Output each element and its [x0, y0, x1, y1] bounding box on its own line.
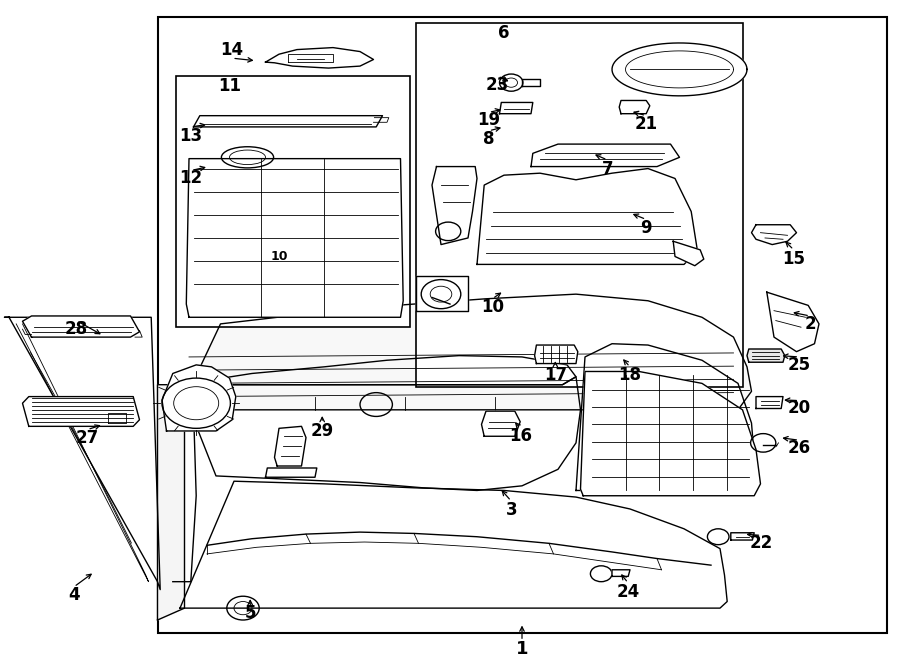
Text: 16: 16 — [508, 427, 532, 446]
Polygon shape — [535, 345, 578, 364]
Polygon shape — [180, 377, 580, 490]
Text: 22: 22 — [750, 534, 773, 553]
Polygon shape — [731, 533, 754, 540]
Text: 10: 10 — [270, 250, 288, 263]
Text: 3: 3 — [506, 501, 517, 520]
Text: 11: 11 — [218, 77, 241, 95]
Polygon shape — [612, 43, 747, 96]
Bar — [176, 76, 410, 327]
Polygon shape — [266, 48, 374, 68]
Text: 25: 25 — [788, 356, 811, 374]
Polygon shape — [522, 79, 540, 86]
Text: 14: 14 — [220, 40, 244, 59]
Text: 9: 9 — [641, 219, 652, 237]
Text: 17: 17 — [544, 366, 567, 385]
Polygon shape — [416, 276, 468, 311]
Polygon shape — [756, 397, 783, 408]
Polygon shape — [22, 316, 140, 337]
Text: 1: 1 — [516, 640, 528, 658]
Polygon shape — [186, 159, 403, 317]
Text: 20: 20 — [788, 399, 811, 418]
Polygon shape — [752, 225, 796, 245]
Text: 5: 5 — [245, 604, 256, 623]
Text: 23: 23 — [486, 75, 509, 94]
Polygon shape — [432, 167, 477, 245]
Polygon shape — [482, 411, 520, 436]
Text: 7: 7 — [602, 159, 613, 178]
Polygon shape — [747, 349, 785, 362]
Polygon shape — [194, 116, 382, 127]
Text: 24: 24 — [616, 582, 640, 601]
Polygon shape — [180, 356, 576, 385]
Polygon shape — [767, 292, 819, 352]
Polygon shape — [22, 397, 140, 426]
Text: 4: 4 — [68, 586, 79, 604]
Polygon shape — [180, 294, 752, 410]
Polygon shape — [673, 241, 704, 266]
Polygon shape — [619, 100, 650, 114]
Text: 27: 27 — [76, 428, 99, 447]
Text: 26: 26 — [788, 439, 811, 457]
Polygon shape — [612, 570, 630, 576]
Polygon shape — [531, 144, 680, 167]
Polygon shape — [576, 344, 754, 490]
Text: 10: 10 — [481, 298, 504, 317]
Text: 18: 18 — [618, 366, 642, 385]
Text: 21: 21 — [634, 115, 658, 134]
Polygon shape — [180, 481, 727, 608]
Polygon shape — [500, 102, 533, 114]
Text: 28: 28 — [65, 320, 88, 338]
Bar — [158, 17, 886, 633]
Polygon shape — [266, 468, 317, 477]
Bar — [416, 23, 742, 387]
Polygon shape — [4, 317, 160, 590]
Text: 2: 2 — [805, 315, 815, 333]
Text: 19: 19 — [477, 111, 500, 130]
Text: 12: 12 — [179, 169, 203, 188]
Polygon shape — [162, 365, 236, 431]
Polygon shape — [158, 385, 184, 620]
Text: 6: 6 — [499, 24, 509, 42]
Polygon shape — [274, 426, 306, 466]
Text: 29: 29 — [310, 422, 334, 440]
Text: 8: 8 — [483, 130, 494, 148]
Polygon shape — [477, 169, 698, 264]
Text: 13: 13 — [179, 126, 203, 145]
Text: 15: 15 — [782, 250, 806, 268]
Polygon shape — [580, 371, 760, 496]
